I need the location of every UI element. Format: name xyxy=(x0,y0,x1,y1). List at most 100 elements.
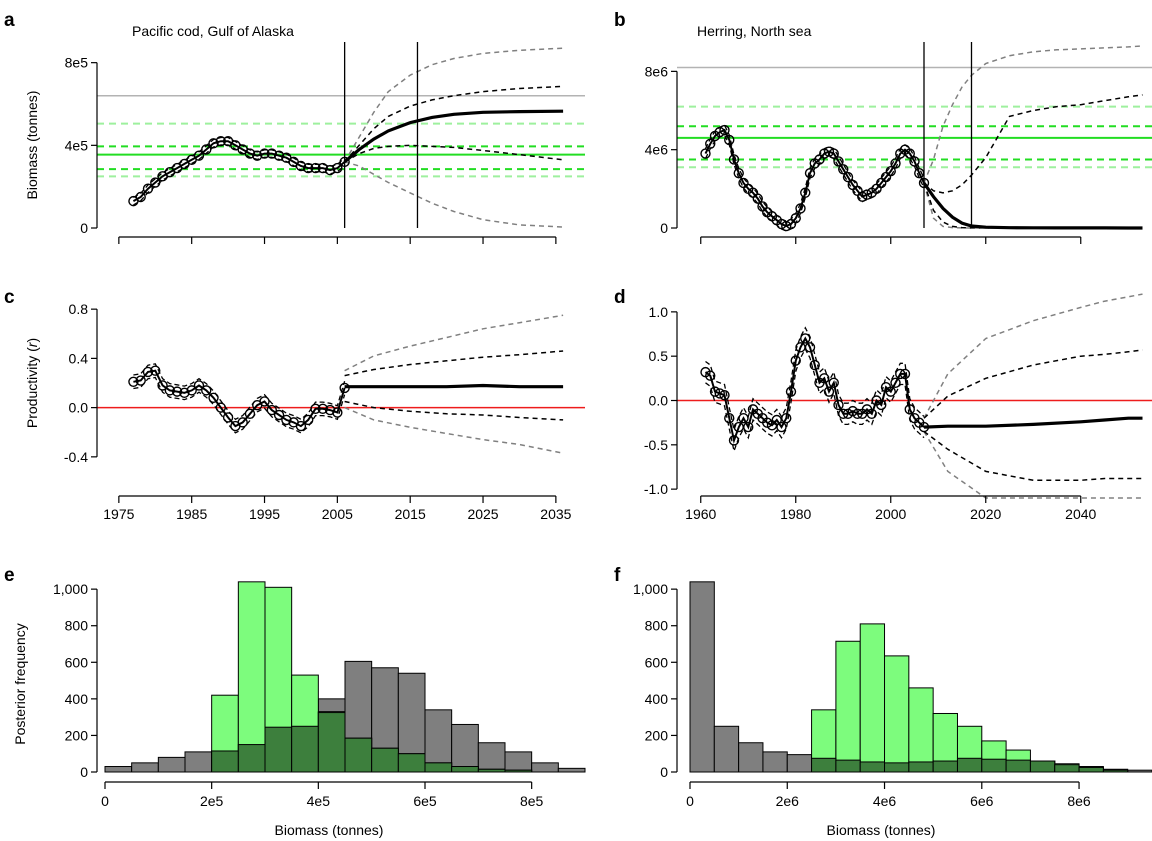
d-observed-point xyxy=(904,404,915,415)
b-observed-point xyxy=(804,167,816,179)
d-x-tick-label: 2040 xyxy=(1065,506,1096,522)
panel-b-plot: 0 4e6 8e6 xyxy=(645,42,1152,244)
e-x-tick-label: 4e5 xyxy=(307,793,331,809)
b-observed-point xyxy=(909,156,920,167)
c-observed-point xyxy=(179,387,190,399)
a-observed-point xyxy=(295,160,307,172)
e-x-tick-label: 0 xyxy=(101,793,109,809)
d-observed-point xyxy=(809,359,820,371)
e-bar-dark-green xyxy=(397,753,426,773)
d-observed-point xyxy=(885,386,896,397)
a-observed-point xyxy=(201,144,212,155)
c-observed-point xyxy=(222,412,234,423)
f-bar-dark-green xyxy=(884,762,910,773)
d-y-tick-label: 0.0 xyxy=(649,393,669,409)
e-bar-grey xyxy=(104,766,133,773)
c-observed-point xyxy=(324,404,336,416)
b-observed-point xyxy=(857,191,868,202)
c-y-tick-label: -0.4 xyxy=(64,449,88,465)
f-bar-light-green xyxy=(884,655,910,773)
c-observed-point xyxy=(332,407,343,418)
e-x-tick-label: 8e5 xyxy=(520,793,544,809)
e-y-tick-label: 200 xyxy=(65,727,89,743)
f-x-tick-label: 8e6 xyxy=(1067,793,1091,809)
c-observed-point xyxy=(295,420,307,432)
f-bar-grey xyxy=(1127,769,1152,773)
f-bar-dark-green xyxy=(956,757,983,773)
c-projection-mean xyxy=(344,383,564,389)
c-x-tick-label: 2005 xyxy=(322,506,353,522)
d-observed-point xyxy=(785,386,797,397)
e-bar-grey xyxy=(531,762,559,773)
a-observed-point xyxy=(215,135,227,147)
d-observed-point xyxy=(800,333,811,344)
c-observed-point xyxy=(128,376,139,387)
c-y-tick-label: 0.0 xyxy=(69,400,89,416)
c-x-tick-label: 1995 xyxy=(249,506,280,522)
c-observed-point xyxy=(259,396,270,407)
b-observed-point xyxy=(728,154,740,165)
f-bar-grey xyxy=(738,742,764,773)
d-projection-lower-outer xyxy=(923,431,1143,499)
d-observed-point xyxy=(852,408,863,419)
d-observed-point xyxy=(776,421,787,433)
c-x-tick-label: 2035 xyxy=(540,506,571,522)
c-observed-point xyxy=(157,380,168,391)
f-bar-light-green xyxy=(908,687,934,773)
f-bar-grey xyxy=(786,754,813,773)
e-y-tick-label: 1,000 xyxy=(53,581,88,597)
a-observed-point xyxy=(135,191,146,203)
f-bar-light-green xyxy=(835,640,861,773)
b-observed-point xyxy=(842,171,854,183)
c-observed-point xyxy=(193,380,205,391)
d-projection-upper-inner xyxy=(923,349,1143,419)
b-observed-point xyxy=(890,158,901,169)
f-bar-dark-green xyxy=(1078,766,1104,773)
d-observed-point xyxy=(771,414,782,426)
d-observed-point xyxy=(705,370,716,381)
e-bar-grey xyxy=(184,751,213,773)
c-x-tick-label: 2015 xyxy=(395,506,426,522)
a-projection-upper-inner xyxy=(344,85,564,163)
f-bar-dark-green xyxy=(981,758,1007,773)
e-bar-dark-green xyxy=(344,737,373,773)
e-bar-dark-green xyxy=(424,762,453,773)
f-bar-light-green xyxy=(859,623,886,773)
a-observed-point xyxy=(310,162,321,174)
d-observed-point xyxy=(890,377,901,388)
a-observed-point xyxy=(259,148,270,159)
b-observed-point xyxy=(790,213,801,224)
b-y-tick-label: 8e6 xyxy=(645,63,669,79)
d-observed-point xyxy=(828,377,839,388)
f-y-tick-label: 800 xyxy=(645,618,669,634)
b-observed-point xyxy=(752,193,763,204)
panel-letter-f: f xyxy=(614,565,621,586)
d-observed-point xyxy=(918,421,930,433)
d-y-tick-label: -0.5 xyxy=(644,437,668,453)
a-observed-point xyxy=(273,150,285,161)
e-bar-grey xyxy=(157,756,186,773)
b-observed-point xyxy=(833,156,844,167)
b-observed-point xyxy=(795,203,806,214)
e-bar-dark-green xyxy=(371,747,399,773)
c-observed-point xyxy=(135,375,146,386)
b-observed-point xyxy=(733,167,744,179)
panel-c-ylabel-text: Productivity ( xyxy=(24,347,40,428)
c-observed-point xyxy=(142,366,154,378)
c-observed-point xyxy=(164,385,176,396)
c-projection-upper-outer xyxy=(344,314,564,372)
a-observed-point xyxy=(150,177,161,188)
b-observed-point xyxy=(719,124,730,136)
d-observed-point xyxy=(790,355,801,366)
c-projection-upper-inner xyxy=(344,350,564,377)
d-observed-point xyxy=(724,413,735,424)
a-observed-point xyxy=(193,150,205,161)
a-observed-point xyxy=(266,148,278,159)
d-observed-point xyxy=(728,435,740,446)
b-observed-point xyxy=(781,220,792,232)
e-x-tick-label: 2e5 xyxy=(200,793,224,809)
c-observed-point xyxy=(273,409,285,421)
f-bar-grey xyxy=(762,751,788,773)
e-bar-dark-green xyxy=(317,712,346,773)
